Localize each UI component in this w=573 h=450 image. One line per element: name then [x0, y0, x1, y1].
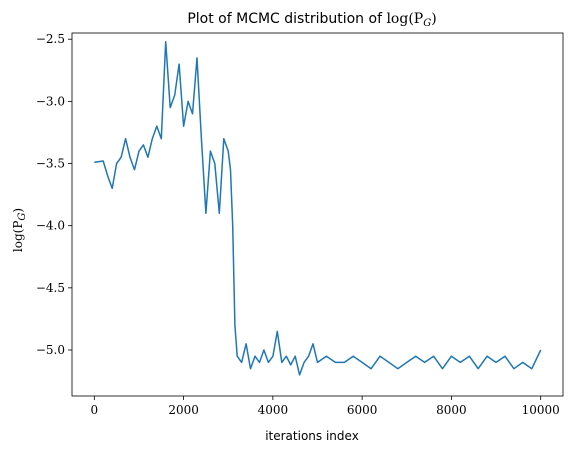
y-tick-label: −3.5 — [36, 157, 65, 171]
y-tick-label: −2.5 — [36, 32, 65, 46]
x-tick-label: 8000 — [436, 403, 467, 417]
x-tick-label: 10000 — [522, 403, 560, 417]
x-tick-label: 2000 — [168, 403, 199, 417]
y-tick-label: −3.0 — [36, 94, 65, 108]
chart-title-math-sub: G — [423, 18, 431, 29]
y-tick-label: −5.0 — [36, 343, 65, 357]
y-axis-label-math: log(P — [11, 221, 25, 253]
y-axis-label-math-end: ) — [11, 208, 25, 213]
series-line — [94, 40, 542, 376]
x-tick-label: 0 — [90, 403, 98, 417]
y-tick-label: −4.0 — [36, 219, 65, 233]
x-tick-label: 4000 — [258, 403, 289, 417]
y-axis-label-math-sub: G — [17, 213, 28, 221]
y-axis-ticks: −5.0 −4.5 −4.0 −3.5 −3.0 −2.5 — [36, 32, 72, 357]
plot-area: 0 2000 4000 6000 8000 10000 −5.0−4.5−4.0−3.5−… — [36, 32, 564, 417]
chart-title: Plot of MCMC distribution of log(PG) — [187, 11, 436, 29]
x-axis-ticks: 0 2000 4000 6000 8000 10000 — [90, 396, 560, 417]
y-tick-label: −4.5 — [36, 281, 65, 295]
y-axis-label: log(PG) — [11, 208, 28, 252]
chart-title-text: Plot of MCMC distribution of — [187, 11, 383, 27]
axes-frame — [71, 32, 564, 397]
series-layer — [94, 40, 542, 376]
x-axis-label: iterations index — [265, 429, 359, 443]
x-tick-label: 6000 — [347, 403, 378, 417]
chart-title-math-end: ) — [431, 11, 436, 27]
chart-title-math: log(P — [386, 11, 423, 27]
